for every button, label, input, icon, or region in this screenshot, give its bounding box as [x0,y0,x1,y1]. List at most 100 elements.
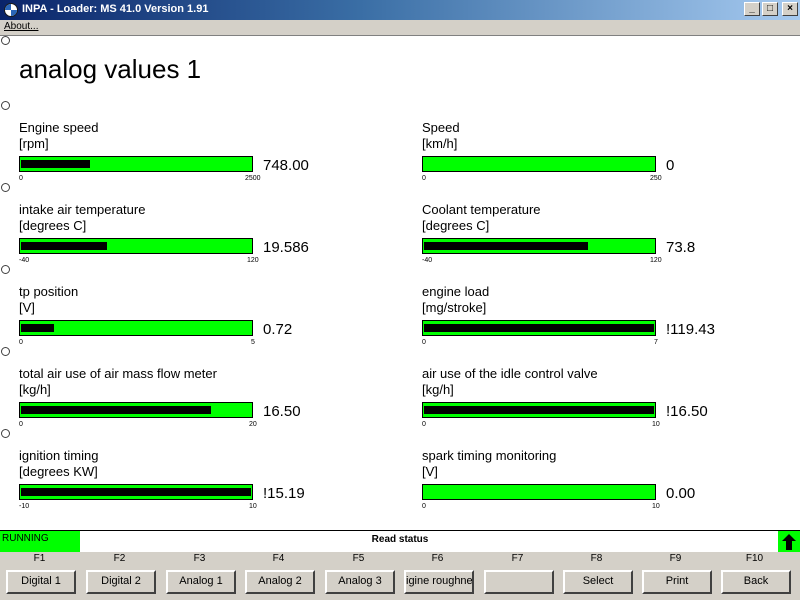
analog-2-button[interactable]: Analog 2 [245,570,315,594]
fkey-label: F10 [745,553,764,564]
radio-marker-icon [1,347,10,356]
gauge-bar-fill [424,406,654,414]
gauge-unit: [kg/h] [422,382,454,397]
gauge-min: 0 [19,421,23,428]
fkey-label: F8 [590,553,603,564]
status-text: Read status [371,534,429,545]
engine-roughness-button[interactable]: igine roughne [404,570,474,594]
radio-marker-icon [1,429,10,438]
gauge-max: 20 [249,421,257,428]
fkey-slot-f5: F5 Analog 3 [319,552,398,600]
gauge-spark-timing-monitoring: spark timing monitoring [V] 0.00 0 10 [422,448,762,526]
gauge-min: 0 [422,339,426,346]
fkey-label: F9 [669,553,682,564]
gauge-unit: [degrees C] [19,218,87,233]
gauge-speed: Speed [km/h] 0 0 250 [422,120,762,198]
gauge-value: 16.50 [263,403,301,420]
gauge-bar [19,238,253,254]
gauge-value: 0.00 [666,485,696,502]
fkey-slot-f4: F4 Analog 2 [239,552,318,600]
gauge-total-air-use: total air use of air mass flow meter [kg… [19,366,359,444]
gauge-bar [19,320,253,336]
gauge-label: Speed [422,120,460,135]
gauge-label: total air use of air mass flow meter [19,366,217,381]
f7-button[interactable] [484,570,554,594]
fkey-slot-f9: F9 Print [636,552,715,600]
window-title: INPA - Loader: MS 41.0 Version 1.91 [22,3,209,15]
gauge-value: 19.586 [263,239,309,256]
gauge-ignition-timing: ignition timing [degrees KW] !15.19 -10 … [19,448,359,526]
gauge-max: 10 [652,421,660,428]
digital-1-button[interactable]: Digital 1 [6,570,76,594]
fkey-label: F7 [511,553,524,564]
radio-marker-icon [1,101,10,110]
up-arrow-icon[interactable] [778,531,800,552]
gauge-unit: [kg/h] [19,382,51,397]
gauge-bar [19,156,253,172]
digital-2-button[interactable]: Digital 2 [86,570,156,594]
analog-1-button[interactable]: Analog 1 [166,570,236,594]
gauge-min: 0 [422,421,426,428]
print-button[interactable]: Print [642,570,712,594]
gauge-bar-fill [21,160,90,168]
gauge-min: -40 [422,257,433,264]
gauge-max: 10 [652,503,660,510]
gauge-label: spark timing monitoring [422,448,557,463]
status-bar: RUNNING Read status [0,530,800,552]
gauge-max: 10 [249,503,257,510]
radio-marker-icon [1,183,10,192]
gauge-min: 0 [19,339,23,346]
gauge-unit: [V] [19,300,35,315]
gauge-bar [19,402,253,418]
gauge-bar-fill [21,242,107,250]
gauge-label: engine load [422,284,490,299]
gauge-max: 5 [251,339,255,346]
gauge-label: Coolant temperature [422,202,541,217]
menu-about[interactable]: About... [4,21,39,32]
gauge-engine-load: engine load [mg/stroke] !119.43 0 7 [422,284,762,362]
gauge-bar [422,402,656,418]
gauge-tp-position: tp position [V] 0.72 0 5 [19,284,359,362]
gauge-min: 0 [422,175,426,182]
fkey-slot-f2: F2 Digital 2 [80,552,159,600]
function-key-bar: F1 Digital 1 F2 Digital 2 F3 Analog 1 F4… [0,552,800,600]
gauge-unit: [degrees C] [422,218,490,233]
fkey-slot-f6: F6 igine roughne [398,552,477,600]
radio-marker-icon [1,36,10,45]
maximize-button[interactable]: □ [762,2,778,16]
close-button[interactable]: × [782,2,798,16]
minimize-button[interactable]: _ [744,2,760,16]
page-title: analog values 1 [19,54,202,84]
gauge-label: air use of the idle control valve [422,366,598,381]
back-button[interactable]: Back [721,570,791,594]
fkey-label: F5 [352,553,365,564]
gauge-max: 2500 [245,175,261,182]
gauge-min: 0 [19,175,23,182]
analog-3-button[interactable]: Analog 3 [325,570,395,594]
gauge-unit: [rpm] [19,136,49,151]
bmw-logo-icon [4,3,18,17]
gauge-bar-fill [21,324,54,332]
gauge-bar [422,156,656,172]
gauge-bar [422,238,656,254]
gauge-idle-control-valve: air use of the idle control valve [kg/h]… [422,366,762,444]
gauge-label: Engine speed [19,120,99,135]
window-titlebar: INPA - Loader: MS 41.0 Version 1.91 _ □ … [0,0,800,20]
gauge-max: 120 [247,257,259,264]
main-content: analog values 1 Engine speed [rpm] 748.0… [0,36,800,530]
gauge-label: ignition timing [19,448,99,463]
gauge-bar-fill [21,406,211,414]
gauge-unit: [mg/stroke] [422,300,487,315]
gauge-bar-fill [21,488,251,496]
gauge-value: 0 [666,157,675,174]
gauge-unit: [degrees KW] [19,464,98,479]
radio-marker-icon [1,265,10,274]
gauge-value: !15.19 [263,485,305,502]
select-button[interactable]: Select [563,570,633,594]
gauge-unit: [V] [422,464,438,479]
gauge-max: 120 [650,257,662,264]
fkey-slot-f10: F10 Back [715,552,794,600]
gauge-min: -10 [19,503,30,510]
gauge-intake-air-temperature: intake air temperature [degrees C] 19.58… [19,202,359,280]
gauge-unit: [km/h] [422,136,458,151]
